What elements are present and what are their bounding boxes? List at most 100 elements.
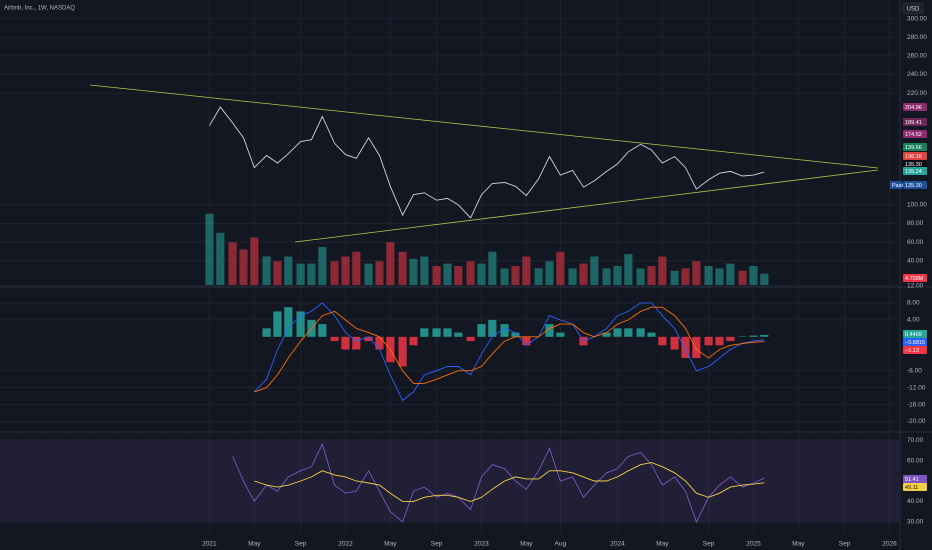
histogram-bar — [670, 336, 679, 350]
volume-bar — [398, 251, 407, 285]
volume-bar — [284, 256, 293, 285]
x-tick-label: Sep — [839, 541, 851, 548]
price-label: 136.16 — [905, 154, 922, 160]
volume-bar — [477, 263, 486, 285]
volume-bar — [556, 251, 565, 285]
price-label: −0.6815 — [905, 340, 925, 346]
histogram-bar — [352, 336, 361, 350]
volume-bar — [341, 256, 350, 285]
x-tick-label: 2021 — [202, 541, 217, 548]
price-label-box — [903, 152, 927, 160]
x-tick-label: 2025 — [746, 541, 761, 548]
histogram-bar — [398, 336, 407, 367]
histogram-bar — [466, 336, 475, 342]
histogram-bar — [318, 324, 327, 337]
price-label-box — [903, 143, 927, 151]
series-line — [253, 302, 765, 402]
currency[interactable]: USD — [907, 7, 920, 13]
volume-bar — [273, 261, 282, 285]
y-tick-label: 220.00 — [907, 90, 927, 97]
histogram-bar — [488, 319, 497, 337]
x-tick-label: 2026 — [882, 541, 897, 548]
price-label: 174.52 — [905, 132, 922, 138]
volume-bar — [670, 270, 679, 285]
y-tick-label: 300.00 — [907, 15, 927, 22]
price-label: 135.30 — [905, 183, 922, 189]
volume-bar — [443, 263, 452, 285]
histogram-bar — [500, 324, 509, 337]
volume-bar — [409, 258, 418, 285]
volume-bar — [647, 266, 656, 285]
histogram-bar — [760, 334, 769, 337]
volume-bar — [760, 273, 769, 285]
x-tick-label: Sep — [703, 541, 715, 548]
histogram-bar — [341, 336, 350, 350]
price-label: 204.96 — [905, 105, 922, 111]
histogram-bar — [681, 336, 690, 358]
y-tick-label: -16.00 — [907, 401, 926, 408]
y-tick-label: 40.00 — [907, 498, 924, 505]
symbol-title: Airbnb, Inc., 1W, NASDAQ — [4, 6, 75, 12]
volume-bar — [545, 261, 554, 285]
y-tick-label: 4.00 — [907, 317, 920, 324]
histogram-bar — [330, 336, 339, 342]
volume-bar — [613, 266, 622, 285]
volume-bar — [692, 261, 701, 285]
histogram-bar — [443, 328, 452, 337]
series-line — [254, 306, 765, 393]
histogram-bar — [432, 328, 441, 337]
histogram-bar — [477, 324, 486, 337]
histogram-bar — [511, 332, 520, 337]
histogram-bar — [658, 336, 667, 346]
price-label: 4.758M — [905, 276, 924, 282]
currency-button[interactable] — [902, 2, 924, 15]
y-tick-label: 12.00 — [907, 283, 924, 290]
y-tick-label: -8.00 — [907, 367, 922, 374]
x-tick-label: May — [656, 541, 669, 548]
price-label-box — [903, 167, 927, 175]
histogram-bar — [726, 336, 735, 342]
y-tick-label: 40.00 — [907, 258, 924, 265]
volume-bar — [602, 268, 611, 285]
y-tick-label: 240.00 — [907, 71, 927, 78]
volume-bar — [432, 266, 441, 285]
y-tick-label: 70.00 — [907, 437, 924, 444]
price-label: 49.11 — [905, 485, 918, 491]
price-label: 189.41 — [905, 120, 922, 126]
price-label: 51.41 — [905, 477, 919, 483]
y-tick-label: -20.00 — [907, 418, 926, 425]
histogram-bar — [602, 332, 611, 337]
volume-bar — [704, 266, 713, 285]
price-label-box — [903, 130, 927, 138]
histogram-bar — [364, 336, 373, 342]
volume-bar — [658, 256, 667, 285]
volume-bar — [386, 242, 395, 285]
y-tick-label: 280.00 — [907, 34, 927, 41]
volume-bar — [307, 263, 316, 285]
marks — [205, 106, 769, 523]
x-tick-label: 2023 — [474, 541, 489, 548]
x-tick-label: 2024 — [610, 541, 625, 548]
volume-bar — [488, 251, 497, 285]
price-label-box — [903, 274, 927, 282]
volume-bar — [681, 268, 690, 285]
price-label: 135.24 — [905, 169, 922, 175]
volume-bar — [738, 270, 747, 285]
volume-bar — [454, 266, 463, 285]
y-tick-label: 80.00 — [907, 220, 924, 227]
price-label: 0.4469 — [905, 332, 922, 338]
y-tick-label: 8.00 — [907, 300, 920, 307]
axis-labels: 2021 May Sep 2022 May Sep 2023 May Aug 2024 May Sep… — [202, 15, 927, 547]
histogram-bar — [296, 311, 305, 337]
x-tick-label: May — [792, 541, 805, 548]
volume-bar — [364, 263, 373, 285]
histogram-bar — [556, 332, 565, 337]
histogram-bar — [749, 335, 758, 337]
volume-bar — [624, 254, 633, 285]
price-label-box — [903, 338, 927, 346]
histogram-bar — [624, 328, 633, 337]
histogram-bar — [454, 332, 463, 337]
histogram-bar — [647, 332, 656, 337]
price-label-box — [903, 118, 927, 126]
volume-bar — [250, 237, 259, 285]
